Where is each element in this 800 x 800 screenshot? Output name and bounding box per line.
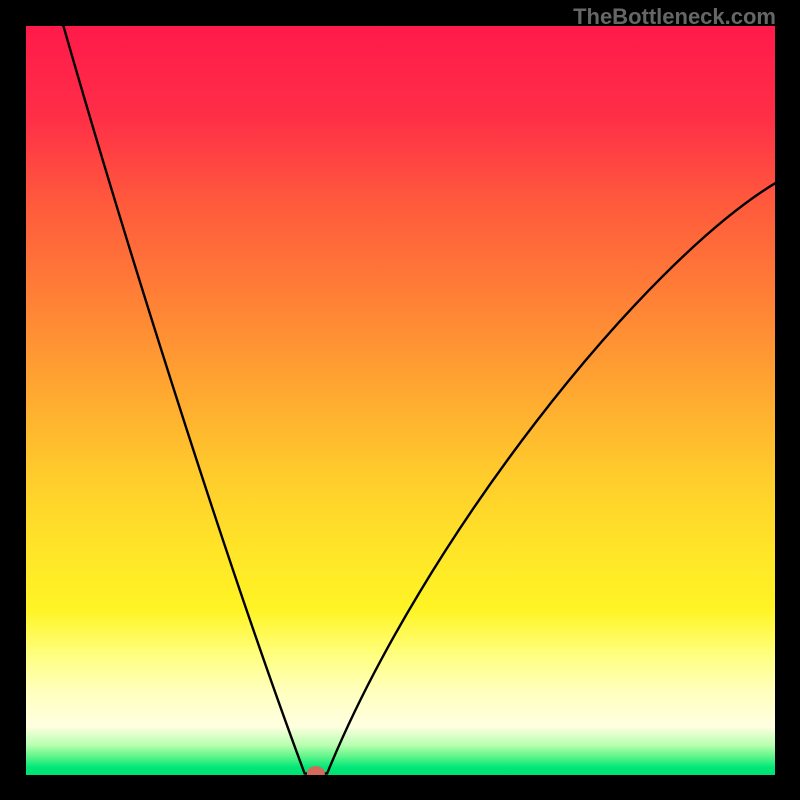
gradient-background [26, 26, 775, 775]
bottleneck-chart [0, 0, 800, 800]
watermark-text: TheBottleneck.com [573, 4, 776, 30]
